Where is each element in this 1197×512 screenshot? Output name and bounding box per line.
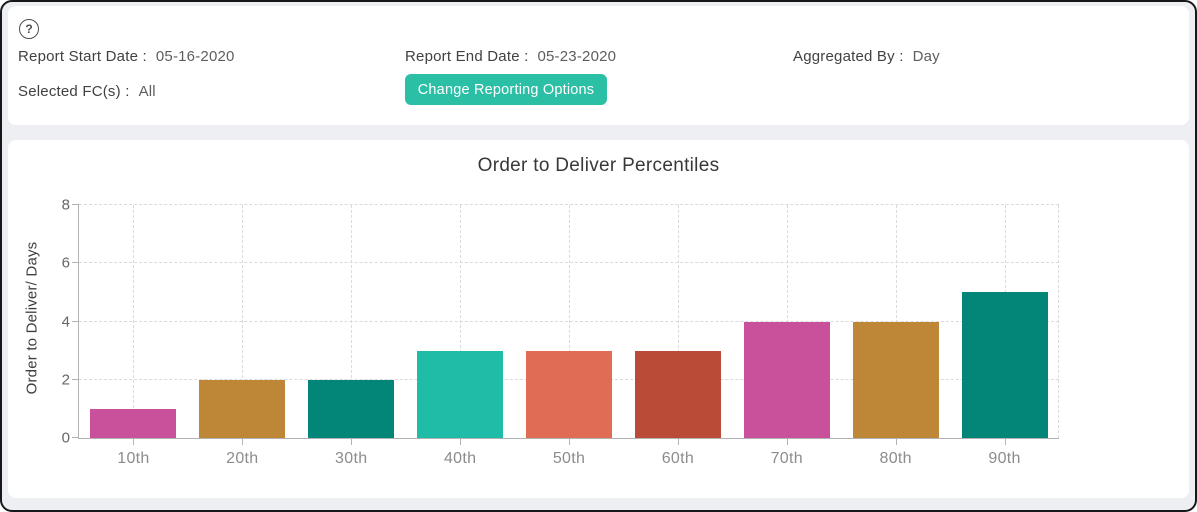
gridline-x-30th (351, 205, 353, 438)
x-tick-mark-20th (242, 438, 244, 445)
gridline-x-60th (677, 205, 679, 438)
x-tick-label-20th: 20th (226, 450, 259, 467)
selected-fc-label: Selected FC(s) : (18, 83, 130, 100)
x-tick-label-80th: 80th (879, 450, 912, 467)
gridline-x-10th (133, 205, 135, 438)
x-tick-label-40th: 40th (443, 450, 477, 467)
x-tick-mark-30th (351, 438, 353, 445)
bar-50th (525, 350, 613, 438)
selected-fc-value: All (138, 83, 156, 100)
y-tick-label-4: 4 (61, 313, 70, 330)
bar-20th (199, 379, 286, 438)
x-tick-label-70th: 70th (770, 450, 803, 467)
category-slot-70th: 70th (732, 205, 841, 467)
bar-80th (852, 321, 939, 438)
gridline-x-right-edge (1058, 205, 1059, 438)
bar-30th (308, 379, 395, 438)
report-end-date-value: 05-23-2020 (537, 48, 617, 65)
category-slot-10th: 10th (79, 205, 188, 467)
gridline-x-20th (242, 205, 244, 438)
x-tick-label-30th: 30th (335, 450, 368, 467)
help-icon[interactable]: ? (19, 19, 39, 39)
report-start-date-value: 05-16-2020 (155, 48, 235, 65)
y-tick-label-2: 2 (61, 371, 70, 389)
x-tick-mark-90th (1004, 438, 1006, 445)
gridline-x-40th (460, 205, 462, 438)
bar-60th (634, 350, 721, 438)
y-tick-mark-2 (72, 378, 79, 380)
aggregated-by-field: Aggregated By : Day (793, 48, 940, 65)
y-tick-mark-8 (72, 204, 79, 205)
aggregated-by-value: Day (912, 48, 940, 65)
y-tick-mark-6 (72, 262, 79, 264)
aggregated-by-label: Aggregated By : (793, 48, 904, 65)
report-start-date-field: Report Start Date : 05-16-2020 (18, 48, 235, 65)
selected-fc-field: Selected FC(s) : All (18, 83, 156, 100)
change-reporting-options-button[interactable]: Change Reporting Options (405, 74, 607, 105)
category-slot-30th: 30th (297, 205, 406, 467)
x-tick-mark-80th (895, 438, 897, 445)
category-slot-40th: 40th (406, 205, 515, 467)
y-tick-label-8: 8 (61, 196, 70, 214)
chart-title: Order to Deliver Percentiles (477, 155, 720, 176)
category-slots: 10th 20th 30th 40th 50th 60th 70th 80th 90th (79, 205, 1059, 467)
plot-area: 0 2 4 6 8 10th 20th 30th 40th 50th 60th 70th 80th 90t… (62, 198, 1059, 467)
report-options-panel: ? Report Start Date : 05-16-2020 Report E… (8, 6, 1189, 125)
bar-10th (90, 408, 177, 438)
x-tick-mark-70th (786, 438, 788, 445)
bar-40th (417, 350, 504, 438)
x-tick-mark-40th (460, 438, 462, 445)
x-tick-mark-50th (569, 438, 570, 445)
category-slot-80th: 80th (841, 205, 950, 467)
x-tick-label-60th: 60th (661, 450, 695, 467)
report-start-date-label: Report Start Date : (18, 48, 147, 65)
y-tick-label-0: 0 (61, 429, 70, 447)
category-slot-20th: 20th (188, 205, 297, 467)
category-slot-50th: 50th (515, 205, 624, 467)
x-tick-label-10th: 10th (117, 450, 150, 467)
y-tick-mark-0 (72, 437, 79, 438)
category-slot-60th: 60th (623, 205, 732, 467)
y-tick-label-6: 6 (61, 254, 70, 272)
bar-90th (961, 292, 1048, 438)
category-slot-90th: 90th (950, 205, 1059, 467)
y-tick-mark-4 (72, 320, 79, 322)
gridline-y-8 (79, 204, 1059, 205)
report-end-date-field: Report End Date : 05-23-2020 (405, 48, 616, 65)
x-tick-label-50th: 50th (552, 450, 586, 467)
report-end-date-label: Report End Date : (405, 48, 529, 65)
gridline-x-50th (569, 205, 570, 438)
chart-panel: Order to Deliver Percentiles Order to De… (8, 140, 1189, 498)
x-tick-mark-10th (133, 438, 135, 445)
bar-70th (743, 321, 830, 438)
x-tick-mark-60th (677, 438, 679, 445)
x-tick-label-90th: 90th (988, 450, 1021, 467)
question-mark-glyph: ? (25, 22, 33, 36)
